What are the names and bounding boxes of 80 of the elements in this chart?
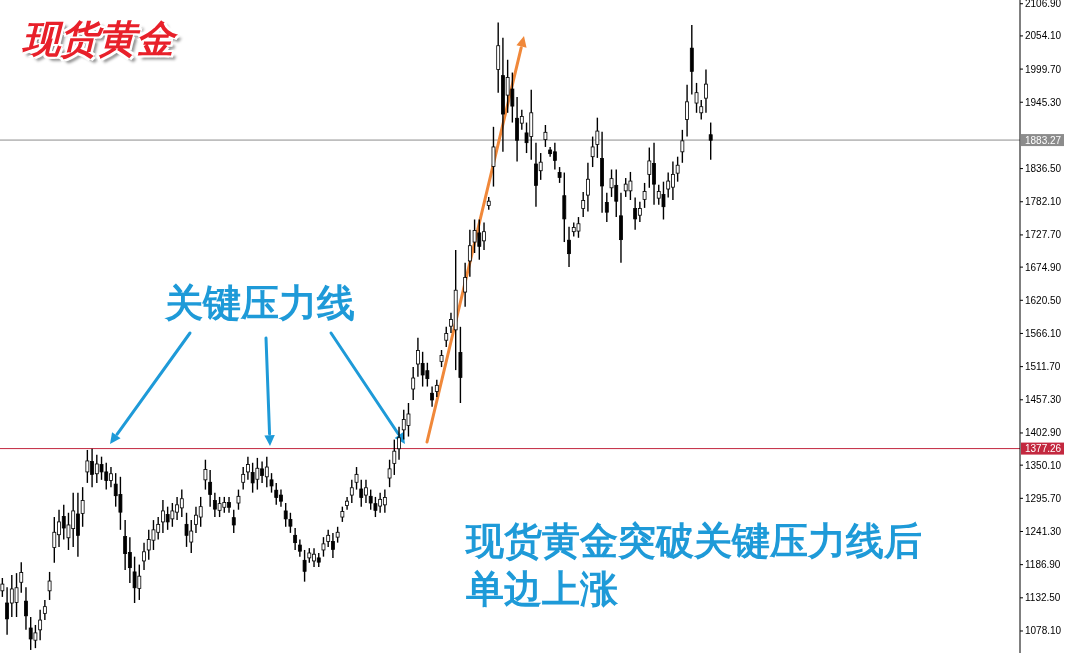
candlestick: [628, 171, 633, 201]
y-tick-label: 1350.10: [1025, 459, 1062, 471]
candlestick: [637, 201, 642, 223]
candlestick: [387, 459, 392, 488]
candlestick: [586, 162, 590, 213]
y-tick-label: 1511.70: [1025, 361, 1061, 373]
candlestick: [642, 182, 647, 209]
candlestick: [179, 488, 184, 518]
candlestick: [590, 135, 595, 168]
y-tick-label: 1402.90: [1025, 427, 1062, 439]
y-tick-label: 1782.10: [1025, 196, 1062, 208]
candlestick: [685, 84, 689, 138]
y-tick-label: 2106.90: [1025, 0, 1062, 10]
y-tick-label: 1836.50: [1025, 163, 1062, 175]
candlestick: [411, 366, 416, 401]
candlestick: [392, 438, 397, 476]
candlestick: [708, 121, 713, 161]
candlestick: [24, 586, 28, 631]
candlestick: [123, 519, 128, 571]
annotation: 关键压力线: [165, 280, 356, 327]
candlestick: [647, 146, 652, 189]
y-tick-label: 1620.50: [1025, 294, 1062, 306]
candlestick: [373, 496, 378, 518]
candlestick: [609, 168, 614, 198]
candlestick: [359, 479, 364, 508]
y-tick-label: 1674.90: [1025, 261, 1062, 273]
candlestick: [430, 385, 434, 408]
y-tick-label: 1078.10: [1025, 625, 1062, 637]
candlestick: [19, 561, 24, 594]
candlestick: [552, 141, 557, 171]
y-tick-label: 1727.70: [1025, 229, 1062, 241]
y-tick-label: 2054.10: [1025, 30, 1062, 42]
candlestick: [231, 509, 236, 534]
y-tick-label: 1241.30: [1025, 525, 1062, 537]
candlestick: [302, 549, 307, 583]
ref-line-label: 1883.27: [1025, 134, 1062, 146]
candlestick: [491, 126, 496, 188]
y-tick-label: 1295.70: [1025, 492, 1062, 504]
candlestick: [99, 455, 104, 481]
candlestick: [496, 21, 501, 94]
candlestick: [619, 191, 623, 264]
candlestick: [274, 482, 279, 506]
candlestick: [47, 571, 52, 601]
candlestick: [184, 512, 189, 548]
candlestick: [444, 326, 449, 348]
candlestick: [397, 426, 401, 461]
y-tick-label: 1945.30: [1025, 96, 1062, 108]
candlestick: [198, 496, 203, 528]
candlestick: [463, 262, 468, 308]
candlestick: [288, 512, 293, 534]
candlestick: [633, 196, 638, 231]
candlestick: [704, 68, 708, 114]
candlestick: [604, 191, 609, 223]
y-tick-label: 1566.10: [1025, 327, 1062, 339]
candlestick: [543, 124, 548, 148]
y-tick-label: 1457.30: [1025, 394, 1062, 406]
candlestick: [52, 516, 57, 564]
candlestick: [406, 402, 411, 438]
candlestick: [699, 99, 704, 121]
candlestick: [118, 476, 123, 531]
candlestick: [293, 527, 298, 551]
annotation: 现货黄金突破关键压力线后单边上涨: [466, 518, 923, 613]
candlestick: [217, 496, 222, 518]
candlestick: [14, 572, 19, 618]
candlestick: [562, 171, 567, 243]
y-tick-label: 1132.50: [1025, 592, 1061, 604]
ref-line-label: 1377.26: [1025, 443, 1062, 455]
candlestick: [142, 541, 146, 571]
candlestick: [85, 449, 90, 484]
candlestick: [680, 129, 685, 164]
candlestick: [236, 488, 241, 511]
candlestick: [241, 466, 246, 491]
candlestick: [581, 191, 586, 218]
y-tick-label: 1999.70: [1025, 63, 1062, 75]
y-tick-label: 1186.90: [1025, 559, 1061, 571]
candlestick: [151, 519, 156, 551]
candlestick: [42, 599, 47, 621]
candlestick: [382, 488, 387, 514]
candlestick: [567, 226, 571, 268]
candlestick: [576, 216, 581, 239]
